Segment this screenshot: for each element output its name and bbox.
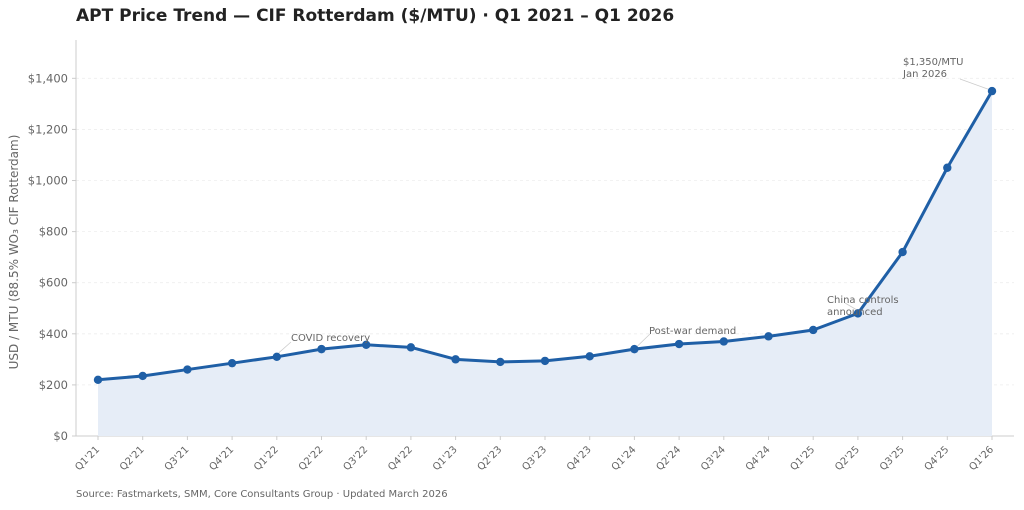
data-point bbox=[585, 352, 594, 361]
data-point bbox=[496, 357, 505, 367]
x-tick-label: Q3'23 bbox=[520, 444, 549, 473]
y-axis-label: USD / MTU (88.5% WO₃ CIF Rotterdam) bbox=[7, 135, 21, 370]
data-point bbox=[674, 339, 684, 349]
annotation-peak-price: $1,350/MTU Jan 2026 bbox=[902, 57, 963, 80]
x-tick-label: Q1'25 bbox=[789, 444, 818, 473]
data-point bbox=[227, 358, 237, 368]
annotation-leader bbox=[278, 341, 292, 354]
data-point bbox=[362, 340, 371, 349]
x-tick-label: Q4'25 bbox=[923, 444, 952, 473]
x-tick-label: Q2'25 bbox=[833, 444, 862, 473]
data-point bbox=[406, 343, 416, 352]
y-tick-label: $0 bbox=[53, 429, 68, 443]
area-fill bbox=[98, 91, 992, 436]
y-tick-label: $1,200 bbox=[28, 122, 68, 136]
x-tick-label: Q1'21 bbox=[73, 444, 102, 473]
annotation-covid-recovery: COVID recovery bbox=[291, 333, 370, 344]
y-tick-label: $600 bbox=[39, 276, 68, 290]
x-tick-label: Q4'23 bbox=[565, 444, 594, 473]
annotation-leader bbox=[959, 78, 989, 90]
x-tick-label: Q2'24 bbox=[654, 444, 683, 473]
chart-title: APT Price Trend — CIF Rotterdam ($/MTU) … bbox=[76, 6, 675, 26]
data-point bbox=[540, 356, 550, 366]
x-tick-label: Q4'21 bbox=[207, 444, 236, 473]
data-point bbox=[764, 332, 773, 341]
annotation-leader bbox=[637, 333, 651, 347]
data-point bbox=[630, 344, 639, 354]
data-point bbox=[898, 247, 907, 257]
x-tick-label: Q3'22 bbox=[342, 444, 371, 473]
x-tick-label: Q4'22 bbox=[386, 444, 415, 473]
data-point bbox=[317, 344, 326, 354]
data-point bbox=[943, 163, 952, 172]
y-tick-label: $1,400 bbox=[28, 71, 68, 85]
data-point bbox=[853, 309, 863, 318]
data-point bbox=[138, 371, 147, 381]
x-tick-label: Q3'25 bbox=[878, 444, 907, 473]
x-tick-label: Q1'24 bbox=[610, 444, 639, 473]
x-tick-label: Q2'21 bbox=[118, 444, 147, 473]
annotation-leader bbox=[844, 302, 857, 310]
x-tick-label: Q3'24 bbox=[699, 444, 728, 473]
x-tick-label: Q1'26 bbox=[967, 444, 996, 473]
y-tick-label: $400 bbox=[39, 327, 68, 341]
data-point bbox=[987, 86, 997, 96]
data-point bbox=[183, 365, 192, 374]
data-point bbox=[809, 325, 818, 335]
data-point bbox=[272, 352, 281, 361]
x-tick-label: Q2'23 bbox=[476, 444, 505, 473]
x-tick-label: Q1'22 bbox=[252, 444, 281, 473]
x-tick-label: Q4'24 bbox=[744, 444, 773, 473]
x-tick-label: Q1'23 bbox=[431, 444, 460, 473]
y-tick-label: $200 bbox=[39, 378, 68, 392]
data-point bbox=[719, 337, 728, 346]
y-tick-label: $1,000 bbox=[28, 174, 68, 188]
annotation-post-war-demand: Post-war demand bbox=[649, 326, 736, 337]
data-point bbox=[93, 375, 103, 384]
y-tick-label: $800 bbox=[39, 225, 68, 239]
source-note: Source: Fastmarkets, SMM, Core Consultan… bbox=[76, 489, 448, 500]
annotation-china-controls: China controls announced bbox=[827, 295, 899, 318]
x-tick-label: Q3'21 bbox=[163, 444, 192, 473]
x-tick-label: Q2'22 bbox=[297, 444, 326, 473]
data-point bbox=[451, 355, 460, 364]
